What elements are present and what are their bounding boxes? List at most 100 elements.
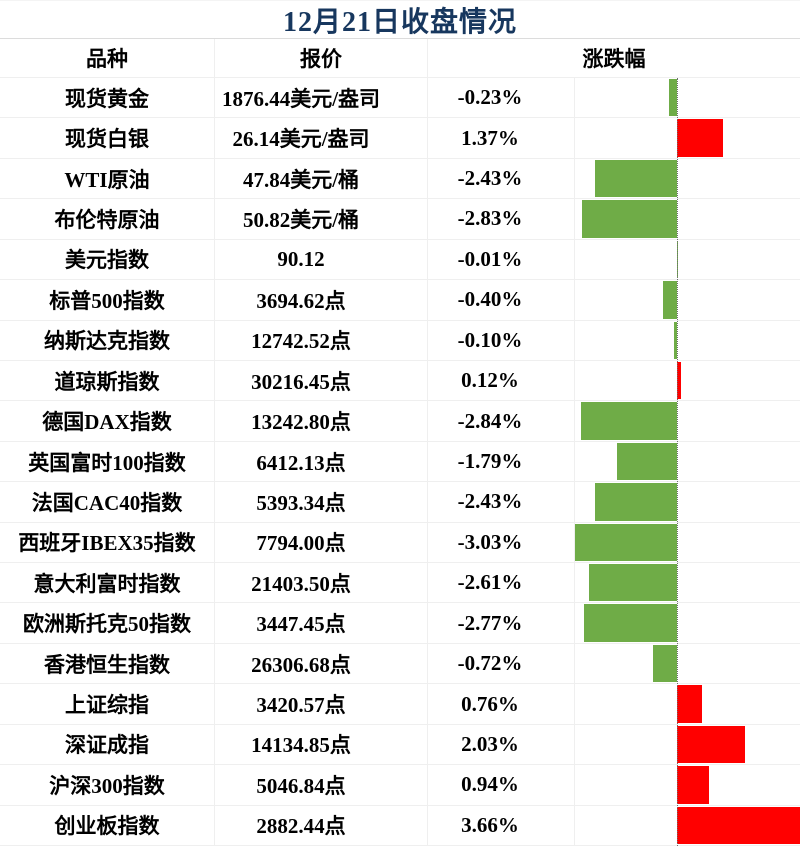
table-row: 布伦特原油 50.82美元/桶 -2.83% <box>0 199 800 239</box>
change-bar-track <box>575 78 800 117</box>
instrument-name: 深证成指 <box>0 725 215 764</box>
change-bar-track <box>575 482 800 521</box>
change-bar-track <box>575 442 800 481</box>
table-header: 品种 报价 涨跌幅 <box>0 39 800 78</box>
table-row: 深证成指 14134.85点 2.03% <box>0 725 800 765</box>
table-row: 纳斯达克指数 12742.52点 -0.10% <box>0 321 800 361</box>
change-bar-track <box>575 361 800 400</box>
change-bar-track <box>575 401 800 440</box>
instrument-name: 现货黄金 <box>0 78 215 117</box>
table-row: 德国DAX指数 13242.80点 -2.84% <box>0 401 800 441</box>
instrument-quote: 3420.57点 <box>215 684 428 723</box>
table-row: 现货白银 26.14美元/盎司 1.37% <box>0 118 800 158</box>
change-bar <box>677 119 723 156</box>
change-bar-track <box>575 725 800 764</box>
change-bar <box>595 483 677 520</box>
instrument-change-pct: 1.37% <box>428 118 575 157</box>
instrument-name: 上证综指 <box>0 684 215 723</box>
change-bar-track <box>575 806 800 845</box>
change-bar-track <box>575 280 800 319</box>
change-bar <box>617 443 677 480</box>
table-body: 现货黄金 1876.44美元/盎司 -0.23% 现货白银 26.14美元/盎司… <box>0 78 800 846</box>
column-header-quote: 报价 <box>215 39 428 77</box>
change-bar-track <box>575 321 800 360</box>
table-row: WTI原油 47.84美元/桶 -2.43% <box>0 159 800 199</box>
instrument-change-pct: -2.43% <box>428 159 575 198</box>
instrument-name: 法国CAC40指数 <box>0 482 215 521</box>
instrument-quote: 7794.00点 <box>215 523 428 562</box>
instrument-change-pct: -0.40% <box>428 280 575 319</box>
instrument-quote: 12742.52点 <box>215 321 428 360</box>
table-row: 英国富时100指数 6412.13点 -1.79% <box>0 442 800 482</box>
table-row: 沪深300指数 5046.84点 0.94% <box>0 765 800 805</box>
instrument-change-pct: -2.84% <box>428 401 575 440</box>
instrument-change-pct: -0.01% <box>428 240 575 279</box>
instrument-change-pct: -0.72% <box>428 644 575 683</box>
change-bar <box>595 160 677 197</box>
instrument-name: 香港恒生指数 <box>0 644 215 683</box>
instrument-name: 布伦特原油 <box>0 199 215 238</box>
instrument-change-pct: -3.03% <box>428 523 575 562</box>
change-bar-track <box>575 563 800 602</box>
instrument-name: 西班牙IBEX35指数 <box>0 523 215 562</box>
page-title: 12月21日收盘情况 <box>0 1 800 39</box>
change-bar <box>677 685 703 722</box>
instrument-quote: 3694.62点 <box>215 280 428 319</box>
zero-axis-line <box>677 78 678 846</box>
column-header-change: 涨跌幅 <box>428 39 800 77</box>
instrument-change-pct: 0.76% <box>428 684 575 723</box>
instrument-change-pct: 2.03% <box>428 725 575 764</box>
change-bar-track <box>575 159 800 198</box>
instrument-name: WTI原油 <box>0 159 215 198</box>
change-bar <box>669 79 677 116</box>
change-bar <box>589 564 677 601</box>
table-row: 标普500指数 3694.62点 -0.40% <box>0 280 800 320</box>
table-row: 上证综指 3420.57点 0.76% <box>0 684 800 724</box>
instrument-quote: 13242.80点 <box>215 401 428 440</box>
change-bar <box>677 807 800 844</box>
instrument-change-pct: 0.12% <box>428 361 575 400</box>
instrument-quote: 1876.44美元/盎司 <box>215 78 428 117</box>
change-bar <box>653 645 677 682</box>
table-row: 西班牙IBEX35指数 7794.00点 -3.03% <box>0 523 800 563</box>
change-bar <box>581 402 677 439</box>
change-bar-track <box>575 118 800 157</box>
instrument-quote: 90.12 <box>215 240 428 279</box>
instrument-name: 纳斯达克指数 <box>0 321 215 360</box>
change-bar <box>677 726 745 763</box>
instrument-quote: 26306.68点 <box>215 644 428 683</box>
change-bar-track <box>575 523 800 562</box>
instrument-change-pct: -2.43% <box>428 482 575 521</box>
change-bar-track <box>575 765 800 804</box>
instrument-name: 标普500指数 <box>0 280 215 319</box>
change-bar-track <box>575 603 800 642</box>
column-header-name: 品种 <box>0 39 215 77</box>
instrument-quote: 6412.13点 <box>215 442 428 481</box>
instrument-name: 美元指数 <box>0 240 215 279</box>
change-bar-track <box>575 684 800 723</box>
instrument-quote: 5393.34点 <box>215 482 428 521</box>
change-bar <box>582 200 677 237</box>
instrument-name: 德国DAX指数 <box>0 401 215 440</box>
instrument-name: 沪深300指数 <box>0 765 215 804</box>
change-bar <box>575 524 677 561</box>
instrument-change-pct: 0.94% <box>428 765 575 804</box>
instrument-change-pct: -2.77% <box>428 603 575 642</box>
instrument-quote: 50.82美元/桶 <box>215 199 428 238</box>
instrument-quote: 5046.84点 <box>215 765 428 804</box>
change-bar-track <box>575 199 800 238</box>
table-row: 道琼斯指数 30216.45点 0.12% <box>0 361 800 401</box>
change-bar <box>584 604 677 641</box>
instrument-quote: 47.84美元/桶 <box>215 159 428 198</box>
instrument-change-pct: -2.61% <box>428 563 575 602</box>
instrument-name: 现货白银 <box>0 118 215 157</box>
change-bar <box>663 281 676 318</box>
instrument-quote: 30216.45点 <box>215 361 428 400</box>
table-row: 香港恒生指数 26306.68点 -0.72% <box>0 644 800 684</box>
table-row: 欧洲斯托克50指数 3447.45点 -2.77% <box>0 603 800 643</box>
instrument-quote: 3447.45点 <box>215 603 428 642</box>
change-bar <box>677 766 709 803</box>
instrument-change-pct: -0.10% <box>428 321 575 360</box>
instrument-quote: 26.14美元/盎司 <box>215 118 428 157</box>
